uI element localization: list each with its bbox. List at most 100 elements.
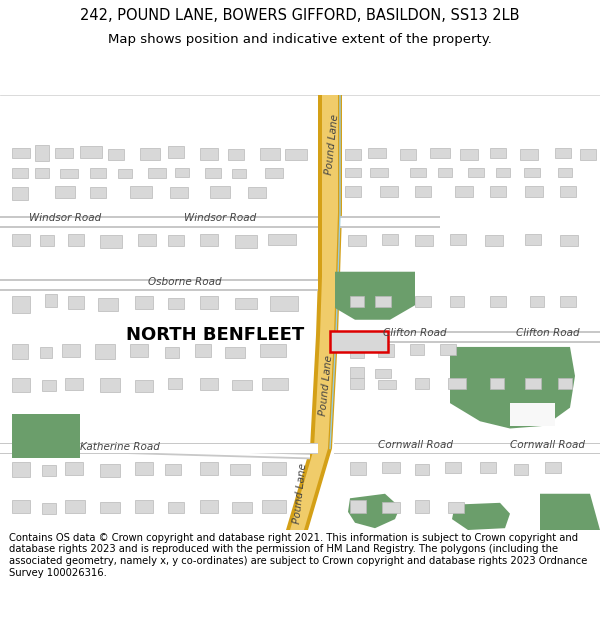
Bar <box>262 500 286 512</box>
Bar <box>350 367 364 378</box>
Bar <box>12 168 28 178</box>
Bar <box>468 168 484 176</box>
Bar <box>555 148 571 158</box>
Bar <box>410 344 424 355</box>
Polygon shape <box>12 414 80 458</box>
Bar <box>195 344 211 357</box>
Bar <box>135 379 153 392</box>
Bar <box>138 234 156 246</box>
Bar <box>460 149 478 160</box>
Polygon shape <box>0 216 318 227</box>
Bar <box>140 148 160 160</box>
Bar <box>135 296 153 309</box>
Bar <box>378 379 396 389</box>
Bar <box>65 378 83 391</box>
Bar <box>65 462 83 475</box>
Polygon shape <box>334 331 600 343</box>
Bar <box>525 378 541 389</box>
Bar <box>100 464 120 476</box>
Text: 242, POUND LANE, BOWERS GIFFORD, BASILDON, SS13 2LB: 242, POUND LANE, BOWERS GIFFORD, BASILDO… <box>80 8 520 22</box>
Polygon shape <box>334 444 600 452</box>
Bar <box>520 149 538 160</box>
Bar <box>232 379 252 391</box>
Bar <box>168 236 184 246</box>
Text: Clifton Road: Clifton Road <box>516 328 580 338</box>
Bar <box>350 462 366 475</box>
Polygon shape <box>335 272 415 320</box>
Polygon shape <box>0 281 318 289</box>
Bar <box>118 169 132 178</box>
Bar <box>490 148 506 158</box>
Bar <box>235 236 257 248</box>
Bar <box>400 149 416 160</box>
Bar <box>525 234 541 244</box>
Polygon shape <box>334 442 600 454</box>
Bar <box>448 502 464 512</box>
Bar <box>35 168 49 178</box>
Bar <box>350 347 364 358</box>
Text: Osborne Road: Osborne Road <box>148 277 222 287</box>
Bar <box>200 296 218 309</box>
Bar <box>45 294 57 307</box>
Bar <box>90 168 106 178</box>
Polygon shape <box>340 217 440 226</box>
Bar <box>228 149 244 160</box>
Bar <box>100 378 120 392</box>
Polygon shape <box>0 279 318 291</box>
Bar <box>205 168 221 178</box>
Bar <box>490 186 506 196</box>
Bar <box>430 148 450 158</box>
Bar <box>270 296 298 311</box>
Bar <box>80 146 102 158</box>
Bar <box>12 462 30 476</box>
Bar <box>55 148 73 158</box>
Text: Windsor Road: Windsor Road <box>29 213 101 223</box>
Bar <box>330 331 388 352</box>
Polygon shape <box>0 444 318 452</box>
Bar <box>148 168 166 178</box>
Bar <box>350 296 364 307</box>
Bar <box>345 149 361 160</box>
Bar <box>415 186 431 196</box>
Text: Pound Lane: Pound Lane <box>318 354 334 416</box>
Bar <box>580 149 596 160</box>
Polygon shape <box>348 494 400 528</box>
Bar <box>95 344 115 359</box>
Bar <box>90 188 106 198</box>
Bar <box>445 462 461 473</box>
Bar <box>378 344 394 357</box>
Text: Katherine Road: Katherine Road <box>80 442 160 452</box>
Bar <box>135 462 153 475</box>
Bar <box>170 188 188 198</box>
Bar <box>232 169 246 178</box>
Bar <box>200 378 218 391</box>
Bar <box>12 296 30 312</box>
Bar <box>485 236 503 246</box>
Text: Cornwall Road: Cornwall Road <box>377 440 452 450</box>
Bar <box>12 148 30 158</box>
Bar <box>350 378 364 389</box>
Bar <box>175 168 189 176</box>
Bar <box>480 462 496 473</box>
Bar <box>382 234 398 244</box>
Text: Pound Lane: Pound Lane <box>292 463 308 524</box>
Bar <box>350 500 366 512</box>
Bar <box>42 465 56 476</box>
Bar <box>135 500 153 512</box>
Bar <box>368 148 386 158</box>
Bar <box>130 344 148 357</box>
Bar <box>345 168 361 176</box>
Bar <box>490 296 506 307</box>
Bar <box>100 502 120 512</box>
Bar <box>375 369 391 378</box>
Bar <box>330 331 388 352</box>
Bar <box>415 236 433 246</box>
Bar <box>410 168 426 176</box>
Bar <box>168 378 182 389</box>
Bar <box>232 502 252 512</box>
Bar <box>455 186 473 196</box>
Bar <box>65 500 85 512</box>
Bar <box>262 378 288 391</box>
Bar <box>108 149 124 160</box>
Bar <box>165 464 181 475</box>
